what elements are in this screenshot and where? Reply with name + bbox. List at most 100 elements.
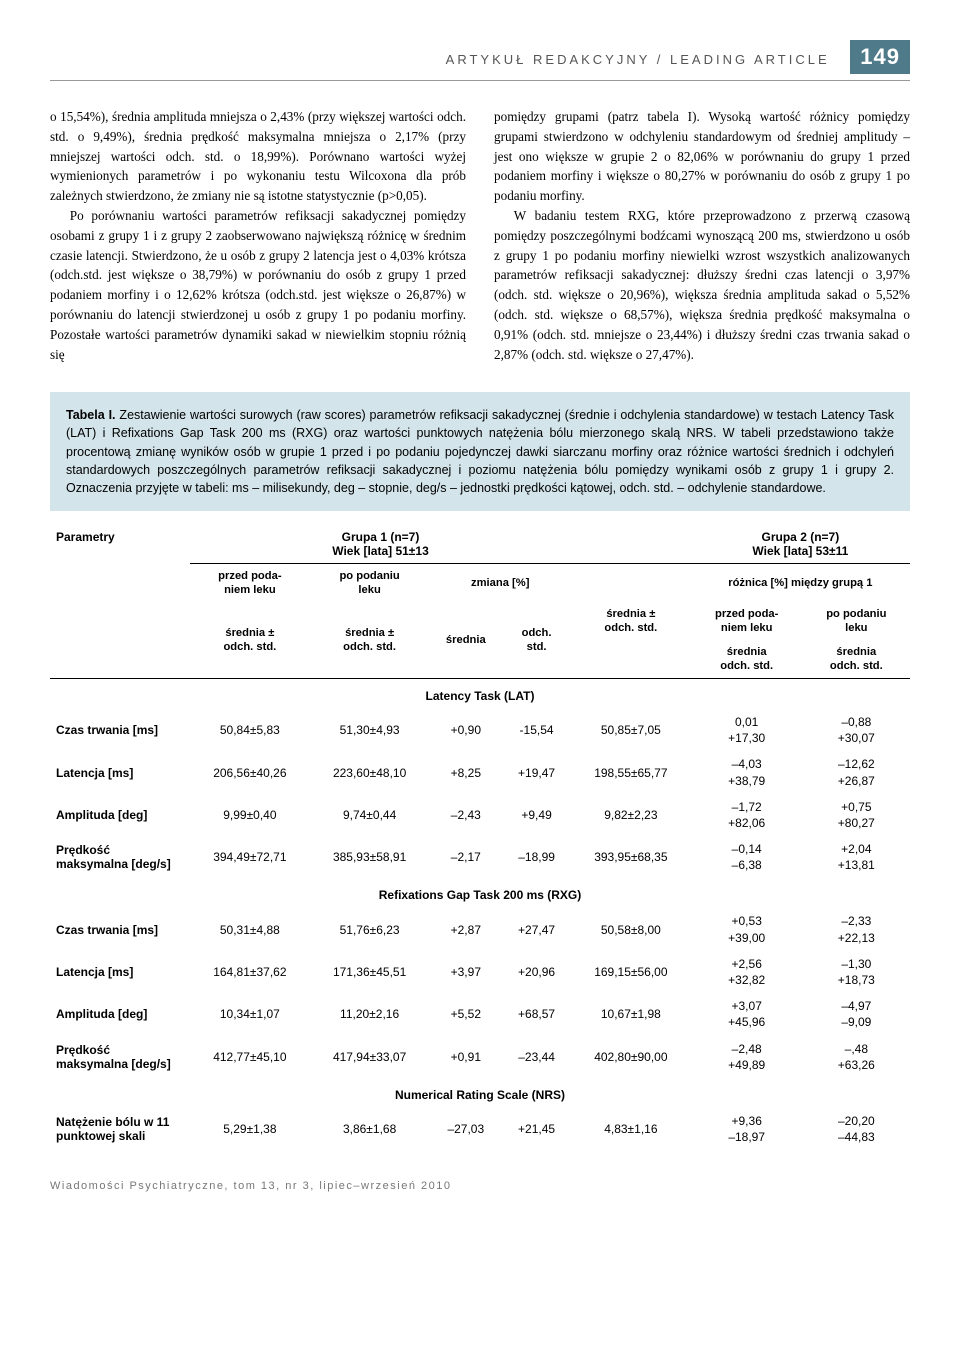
th-group2: Grupa 2 (n=7) Wiek [lata] 53±11	[691, 525, 910, 564]
cell: Czas trwania [ms]	[50, 908, 190, 950]
th-group2-age: Wiek [lata] 53±11	[697, 544, 904, 558]
cell: 385,93±58,91	[310, 836, 430, 878]
cell: 394,49±72,71	[190, 836, 310, 878]
cell: -15,54	[502, 709, 571, 751]
cell: 0,01 +17,30	[691, 709, 803, 751]
cell: 10,67±1,98	[571, 993, 691, 1035]
cell: 50,85±7,05	[571, 709, 691, 751]
cell: +3,97	[429, 951, 502, 993]
th-diff-before: przed poda- niem leku	[691, 602, 803, 640]
th-group1-title: Grupa 1 (n=7)	[196, 530, 565, 544]
cell: 11,20±2,16	[310, 993, 430, 1035]
th-group2-title: Grupa 2 (n=7)	[697, 530, 904, 544]
body-text: o 15,54%), średnia amplituda mniejsza o …	[50, 107, 910, 364]
th-group1-age: Wiek [lata] 51±13	[196, 544, 565, 558]
table-caption-text: Zestawienie wartości surowych (raw score…	[66, 408, 894, 495]
cell: 412,77±45,10	[190, 1036, 310, 1078]
cell: 50,84±5,83	[190, 709, 310, 751]
th-before-sub: średnia ± odch. std.	[190, 602, 310, 679]
cell: Czas trwania [ms]	[50, 709, 190, 751]
cell: –4,97 –9,09	[803, 993, 910, 1035]
cell: 3,86±1,68	[310, 1108, 430, 1150]
th-after: po podaniu leku	[310, 563, 430, 602]
cell: 198,55±65,77	[571, 751, 691, 793]
cell: 206,56±40,26	[190, 751, 310, 793]
cell: 50,58±8,00	[571, 908, 691, 950]
th-diff-after-sub: średnia odch. std.	[803, 640, 910, 679]
cell: –23,44	[502, 1036, 571, 1078]
cell: 223,60±48,10	[310, 751, 430, 793]
cell: 4,83±1,16	[571, 1108, 691, 1150]
cell: 9,99±0,40	[190, 794, 310, 836]
cell: +0,91	[429, 1036, 502, 1078]
th-diff-before-sub: średnia odch. std.	[691, 640, 803, 679]
cell: +8,25	[429, 751, 502, 793]
cell: +3,07 +45,96	[691, 993, 803, 1035]
cell: –20,20 –44,83	[803, 1108, 910, 1150]
cell: Amplituda [deg]	[50, 794, 190, 836]
body-p1: o 15,54%), średnia amplituda mniejsza o …	[50, 107, 466, 206]
cell: –1,72 +82,06	[691, 794, 803, 836]
body-p3: pomiędzy grupami (patrz tabela I). Wysok…	[494, 107, 910, 206]
cell: Natężenie bólu w 11 punktowej skali	[50, 1108, 190, 1150]
cell: –0,14 –6,38	[691, 836, 803, 878]
cell: Latencja [ms]	[50, 751, 190, 793]
th-diff: różnica [%] między grupą 1	[691, 563, 910, 602]
section-title: Numerical Rating Scale (NRS)	[50, 1078, 910, 1108]
cell: 5,29±1,38	[190, 1108, 310, 1150]
data-table: Parametry Grupa 1 (n=7) Wiek [lata] 51±1…	[50, 525, 910, 1150]
cell: 50,31±4,88	[190, 908, 310, 950]
th-group1: Grupa 1 (n=7) Wiek [lata] 51±13	[190, 525, 571, 564]
cell: 171,36±45,51	[310, 951, 430, 993]
cell: –1,30 +18,73	[803, 951, 910, 993]
table-caption: Tabela I. Zestawienie wartości surowych …	[50, 392, 910, 511]
section-title: Latency Task (LAT)	[50, 678, 910, 709]
cell: +68,57	[502, 993, 571, 1035]
header-bar: ARTYKUŁ REDAKCYJNY / LEADING ARTICLE 149	[50, 40, 910, 81]
cell: 169,15±56,00	[571, 951, 691, 993]
cell: 51,76±6,23	[310, 908, 430, 950]
cell: –0,88 +30,07	[803, 709, 910, 751]
cell: Prędkość maksymalna [deg/s]	[50, 836, 190, 878]
cell: +2,04 +13,81	[803, 836, 910, 878]
body-p4: W badaniu testem RXG, które przeprowadzo…	[494, 206, 910, 364]
cell: –2,48 +49,89	[691, 1036, 803, 1078]
cell: +5,52	[429, 993, 502, 1035]
cell: 51,30±4,93	[310, 709, 430, 751]
cell: –18,99	[502, 836, 571, 878]
cell: 402,80±90,00	[571, 1036, 691, 1078]
page-number: 149	[850, 40, 910, 74]
th-chg-sd: odch. std.	[502, 602, 571, 679]
table-caption-lead: Tabela I.	[66, 408, 116, 422]
cell: +0,75 +80,27	[803, 794, 910, 836]
cell: –12,62 +26,87	[803, 751, 910, 793]
cell: +9,49	[502, 794, 571, 836]
cell: –27,03	[429, 1108, 502, 1150]
cell: +2,87	[429, 908, 502, 950]
cell: +2,56 +32,82	[691, 951, 803, 993]
th-diff-after: po podaniu leku	[803, 602, 910, 640]
cell: Prędkość maksymalna [deg/s]	[50, 1036, 190, 1078]
section-label: ARTYKUŁ REDAKCYJNY / LEADING ARTICLE	[446, 52, 830, 67]
cell: –2,43	[429, 794, 502, 836]
cell: –2,33 +22,13	[803, 908, 910, 950]
cell: Latencja [ms]	[50, 951, 190, 993]
cell: 417,94±33,07	[310, 1036, 430, 1078]
cell: 9,74±0,44	[310, 794, 430, 836]
cell: 164,81±37,62	[190, 951, 310, 993]
cell: +20,96	[502, 951, 571, 993]
section-title: Refixations Gap Task 200 ms (RXG)	[50, 878, 910, 908]
footer: Wiadomości Psychiatryczne, tom 13, nr 3,…	[50, 1180, 910, 1192]
cell: +19,47	[502, 751, 571, 793]
cell: –2,17	[429, 836, 502, 878]
th-before: przed poda- niem leku	[190, 563, 310, 602]
cell: –,48 +63,26	[803, 1036, 910, 1078]
cell: +0,53 +39,00	[691, 908, 803, 950]
cell: –4,03 +38,79	[691, 751, 803, 793]
body-p2: Po porównaniu wartości parametrów refiks…	[50, 206, 466, 364]
cell: Amplituda [deg]	[50, 993, 190, 1035]
cell: +0,90	[429, 709, 502, 751]
cell: +9,36 –18,97	[691, 1108, 803, 1150]
th-param: Parametry	[50, 525, 190, 679]
th-g2-meansd: średnia ± odch. std.	[571, 563, 691, 678]
